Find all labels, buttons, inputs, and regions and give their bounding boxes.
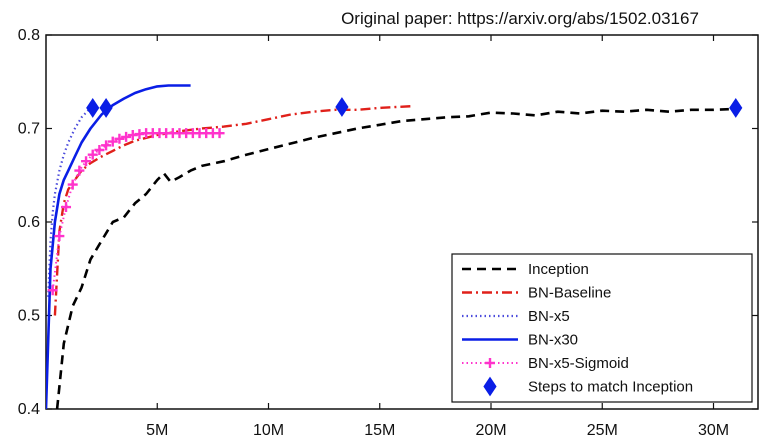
sigmoid-plus-marker [87, 149, 98, 160]
sigmoid-plus-marker [81, 156, 92, 167]
sigmoid-plus-marker [54, 231, 65, 242]
series-line-bn-x5 [47, 107, 92, 297]
sigmoid-plus-marker [114, 133, 125, 144]
legend-label: BN-x30 [528, 332, 578, 349]
series-bn-x5-sigmoid [47, 128, 225, 296]
series-bn-x5 [47, 107, 92, 297]
series-bn-baseline [53, 104, 414, 316]
series-line-bn-x30 [46, 84, 191, 409]
sigmoid-plus-marker [94, 145, 105, 156]
legend-label: BN-Baseline [528, 285, 611, 302]
steps-marker-point [99, 98, 113, 118]
x-tick-label: 25M [587, 422, 618, 439]
legend-swatch-diamond [483, 376, 497, 397]
sigmoid-plus-marker [67, 179, 78, 190]
y-tick-label: 0.5 [18, 308, 40, 325]
series-line-bn-baseline [53, 104, 414, 316]
sigmoid-plus-marker [121, 131, 132, 142]
legend-box [451, 253, 753, 403]
steps-marker-point [335, 97, 349, 117]
source-annotation: Original paper: https://arxiv.org/abs/15… [341, 9, 699, 28]
steps-marker-point [86, 98, 100, 118]
sigmoid-plus-marker [107, 136, 118, 147]
x-tick-label: 20M [475, 422, 506, 439]
steps-marker-point [729, 98, 743, 118]
x-tick-label: 30M [698, 422, 729, 439]
legend-plus-marker [485, 358, 495, 368]
sigmoid-plus-marker [214, 128, 225, 139]
series-steps-to-match-inception [86, 97, 743, 118]
sigmoid-plus-marker [101, 140, 112, 151]
legend-label: BN-x5-Sigmoid [528, 355, 629, 372]
legend-label: Inception [528, 261, 589, 278]
series-bn-x30 [46, 84, 191, 409]
y-tick-label: 0.6 [18, 214, 40, 231]
y-tick-label: 0.4 [18, 401, 40, 418]
series-line-bn-x5-sigmoid [51, 132, 220, 291]
y-tick-label: 0.8 [18, 27, 40, 44]
series-inception [55, 107, 736, 409]
y-tick-label: 0.7 [18, 121, 40, 138]
x-tick-label: 15M [364, 422, 395, 439]
sigmoid-plus-marker [61, 202, 72, 213]
sigmoid-plus-marker [47, 285, 58, 296]
x-tick-label: 5M [146, 422, 168, 439]
sigmoid-plus-marker [74, 165, 85, 176]
series-line-inception [55, 107, 736, 409]
legend-label: Steps to match Inception [528, 379, 693, 396]
legend-label: BN-x5 [528, 308, 570, 325]
x-tick-label: 10M [253, 422, 284, 439]
